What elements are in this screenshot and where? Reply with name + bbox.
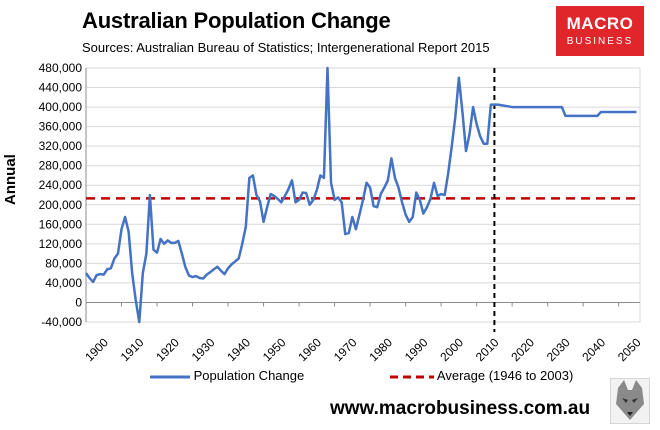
y-tick-label: 120,000 bbox=[39, 237, 83, 251]
y-tick-label: 440,000 bbox=[39, 81, 83, 95]
x-tick-labels: 1900 1910 1920 1930 1940 1950 1960 1970 1980 1990… bbox=[82, 335, 644, 364]
wolf-icon bbox=[610, 378, 650, 424]
legend-item-average: Average (1946 to 2003) bbox=[390, 368, 573, 383]
chart-title: Australian Population Change bbox=[82, 8, 391, 33]
macrobusiness-logo: MACRO BUSINESS bbox=[556, 6, 644, 56]
x-tick-label: 1910 bbox=[118, 335, 147, 364]
x-tick-label: 1940 bbox=[224, 335, 253, 364]
x-tick-label: 2010 bbox=[473, 335, 502, 364]
legend-swatch-average bbox=[390, 375, 434, 379]
y-tick-labels: -40,000 0 40,000 80,000 120,000 160,000 200,00… bbox=[39, 61, 83, 329]
legend-swatch-population-change bbox=[150, 375, 190, 379]
y-tick-label: 480,000 bbox=[39, 61, 83, 75]
x-tick-label: 2040 bbox=[579, 335, 608, 364]
y-tick-label: 40,000 bbox=[45, 276, 82, 290]
x-tick-label: 1920 bbox=[153, 335, 182, 364]
y-tick-label: 320,000 bbox=[39, 139, 83, 153]
y-tick-label: 160,000 bbox=[39, 217, 83, 231]
x-tick-label: 2000 bbox=[437, 335, 466, 364]
legend-label-average: Average (1946 to 2003) bbox=[436, 368, 574, 383]
x-tick-label: 2050 bbox=[615, 335, 644, 364]
chart-subtitle: Sources: Australian Bureau of Statistics… bbox=[82, 40, 490, 55]
x-tick-label: 1970 bbox=[331, 335, 360, 364]
x-tick-label: 1950 bbox=[260, 335, 289, 364]
legend-label-population-change: Population Change bbox=[193, 368, 305, 383]
x-tick-label: 1960 bbox=[295, 335, 324, 364]
series-layer bbox=[84, 66, 640, 332]
x-tick-label: 2020 bbox=[508, 335, 537, 364]
x-tick-label: 2030 bbox=[544, 335, 573, 364]
y-tick-label: 400,000 bbox=[39, 100, 83, 114]
y-tick-label: 80,000 bbox=[45, 256, 82, 270]
series-line-population-change bbox=[84, 66, 637, 324]
x-tick-label: 1900 bbox=[82, 335, 111, 364]
x-tick-label: 1990 bbox=[402, 335, 431, 364]
y-tick-label: 360,000 bbox=[39, 120, 83, 134]
logo-line-2: BUSINESS bbox=[566, 36, 634, 47]
y-tick-label: 280,000 bbox=[39, 159, 83, 173]
y-tick-label: 200,000 bbox=[39, 198, 83, 212]
y-tick-label: 240,000 bbox=[39, 178, 83, 192]
y-tick-label: -40,000 bbox=[41, 315, 82, 329]
website-url[interactable]: www.macrobusiness.com.au bbox=[330, 398, 591, 419]
axes bbox=[85, 68, 640, 322]
logo-line-1: MACRO bbox=[566, 14, 634, 33]
y-tick-label: 0 bbox=[75, 295, 82, 309]
x-tick-label: 1980 bbox=[366, 335, 395, 364]
x-tick-label: 1930 bbox=[189, 335, 218, 364]
legend-item-population-change: Population Change bbox=[150, 368, 304, 383]
